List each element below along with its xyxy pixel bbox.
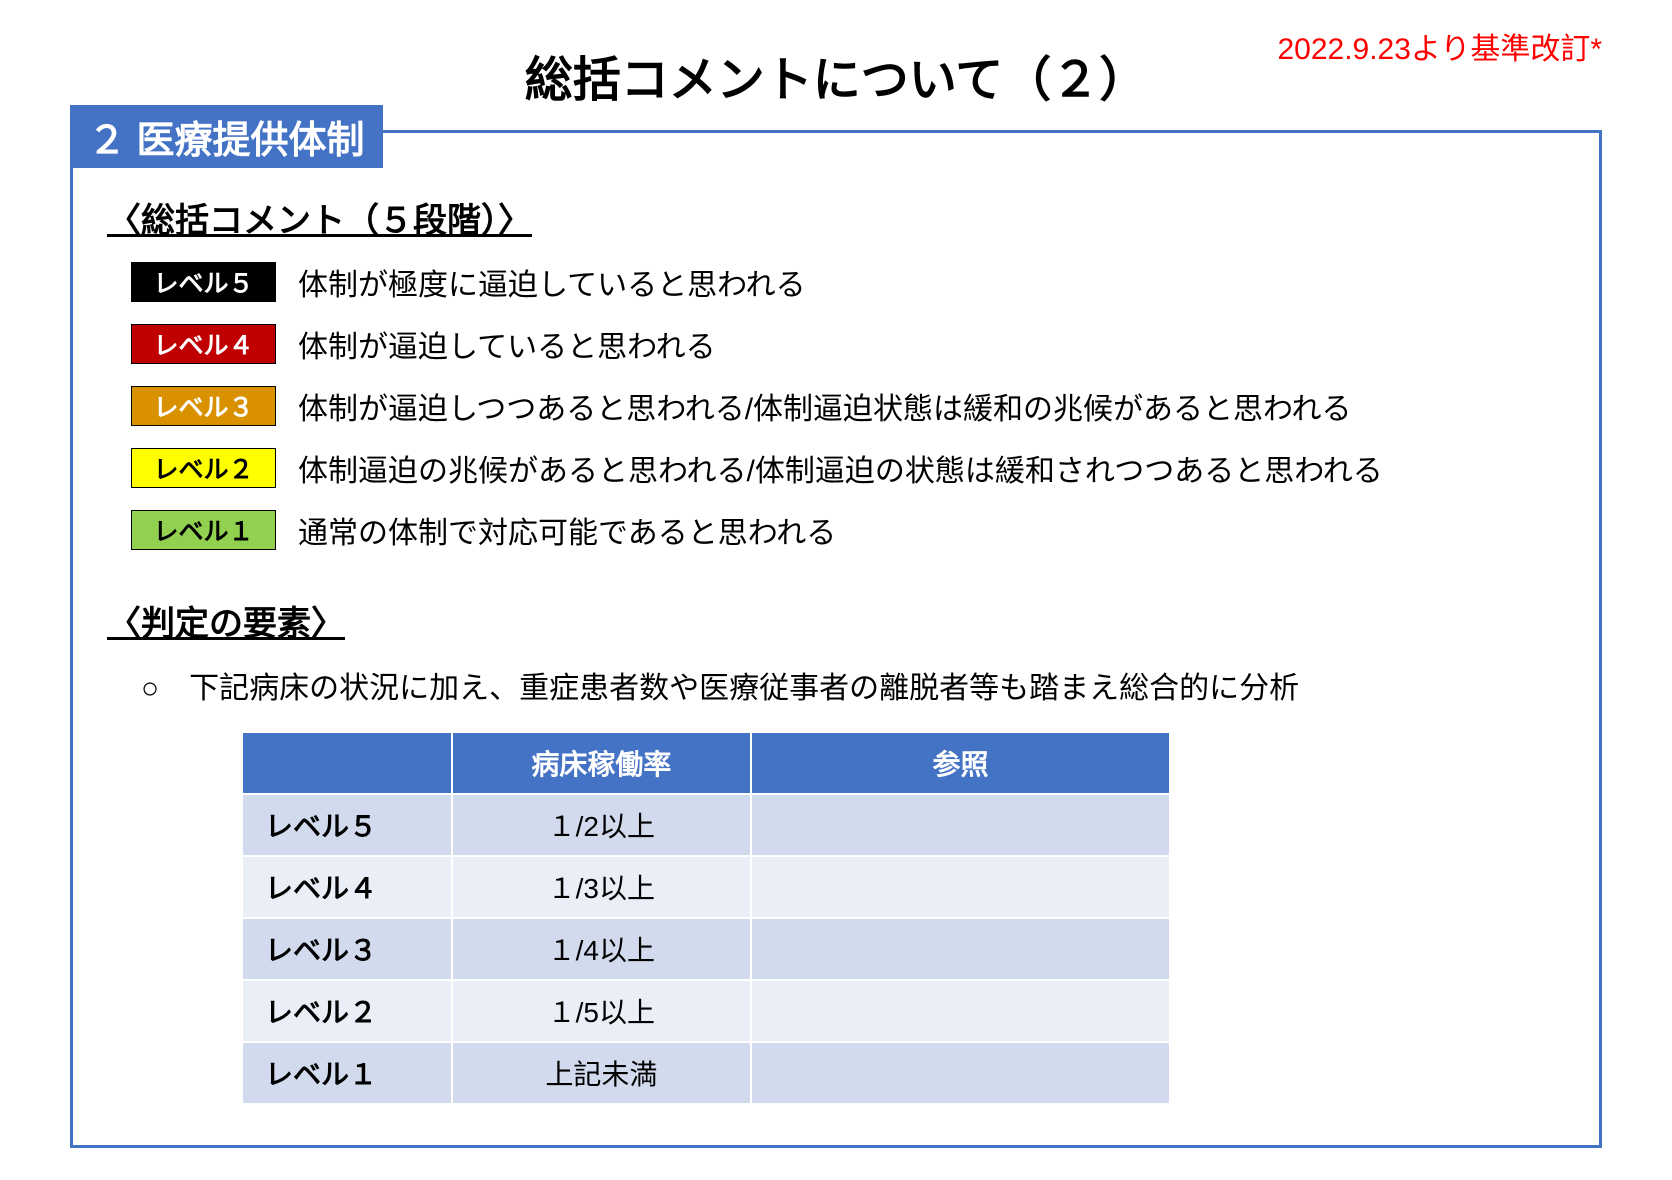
revision-note: 2022.9.23より基準改訂* <box>1277 24 1602 68</box>
level-description: 体制が逼迫していると思われる <box>298 322 716 366</box>
table-cell-reference <box>751 856 1170 918</box>
level-badge: レベル２ <box>131 448 276 488</box>
table-cell-reference <box>751 1042 1170 1104</box>
level-row: レベル３ 体制が逼迫しつつあると思われる/体制逼迫状態は緩和の兆候があると思われる <box>131 384 1571 428</box>
criteria-table: 病床稼働率 参照 レベル５１/2以上レベル４１/3以上レベル３１/4以上レベル２… <box>241 731 1171 1105</box>
table-cell-rate: １/4以上 <box>452 918 751 980</box>
level-row: レベル２ 体制逼迫の兆候があると思われる/体制逼迫の状態は緩和されつつあると思われ… <box>131 446 1571 490</box>
table-header-blank <box>242 732 452 794</box>
table-row: レベル３１/4以上 <box>242 918 1170 980</box>
table-cell-level: レベル１ <box>242 1042 452 1104</box>
table-header-rate: 病床稼働率 <box>452 732 751 794</box>
section-tab-label: ２ 医療提供体制 <box>70 105 383 168</box>
table-header-row: 病床稼働率 参照 <box>242 732 1170 794</box>
table-cell-level: レベル３ <box>242 918 452 980</box>
criteria-table-body: レベル５１/2以上レベル４１/3以上レベル３１/4以上レベル２１/5以上レベル１… <box>242 794 1170 1104</box>
table-cell-reference <box>751 794 1170 856</box>
table-cell-level: レベル２ <box>242 980 452 1042</box>
table-cell-reference <box>751 918 1170 980</box>
criteria-note: ○ 下記病床の状況に加え、重症患者数や医療従事者の離脱者等も踏まえ総合的に分析 <box>141 663 1571 707</box>
section-medical-system: ２ 医療提供体制 〈総括コメント（５段階）〉 レベル５体制が極度に逼迫していると… <box>70 130 1602 1148</box>
level-row: レベル４ 体制が逼迫していると思われる <box>131 322 1571 366</box>
table-cell-reference <box>751 980 1170 1042</box>
level-description: 通常の体制で対応可能であると思われる <box>298 508 836 552</box>
level-row: レベル１ 通常の体制で対応可能であると思われる <box>131 508 1571 552</box>
table-cell-rate: １/3以上 <box>452 856 751 918</box>
table-row: レベル２１/5以上 <box>242 980 1170 1042</box>
table-row: レベル１上記未満 <box>242 1042 1170 1104</box>
level-badge: レベル５ <box>131 262 276 302</box>
table-cell-rate: １/2以上 <box>452 794 751 856</box>
level-row: レベル５ 体制が極度に逼迫していると思われる <box>131 260 1571 304</box>
table-cell-level: レベル４ <box>242 856 452 918</box>
level-description: 体制が極度に逼迫していると思われる <box>298 260 806 304</box>
table-cell-level: レベル５ <box>242 794 452 856</box>
table-row: レベル４１/3以上 <box>242 856 1170 918</box>
summary-heading: 〈総括コメント（５段階）〉 <box>107 193 1571 242</box>
level-badge: レベル１ <box>131 510 276 550</box>
level-description: 体制が逼迫しつつあると思われる/体制逼迫状態は緩和の兆候があると思われる <box>298 384 1352 428</box>
table-cell-rate: １/5以上 <box>452 980 751 1042</box>
level-list: レベル５体制が極度に逼迫していると思われるレベル４体制が逼迫していると思われるレ… <box>131 260 1571 552</box>
table-header-reference: 参照 <box>751 732 1170 794</box>
level-description: 体制逼迫の兆候があると思われる/体制逼迫の状態は緩和されつつあると思われる <box>298 446 1383 490</box>
level-badge: レベル４ <box>131 324 276 364</box>
table-row: レベル５１/2以上 <box>242 794 1170 856</box>
criteria-heading: 〈判定の要素〉 <box>107 596 1571 645</box>
table-cell-rate: 上記未満 <box>452 1042 751 1104</box>
level-badge: レベル３ <box>131 386 276 426</box>
page-root: 2022.9.23より基準改訂* 総括コメントについて（２） ２ 医療提供体制 … <box>0 0 1672 1180</box>
